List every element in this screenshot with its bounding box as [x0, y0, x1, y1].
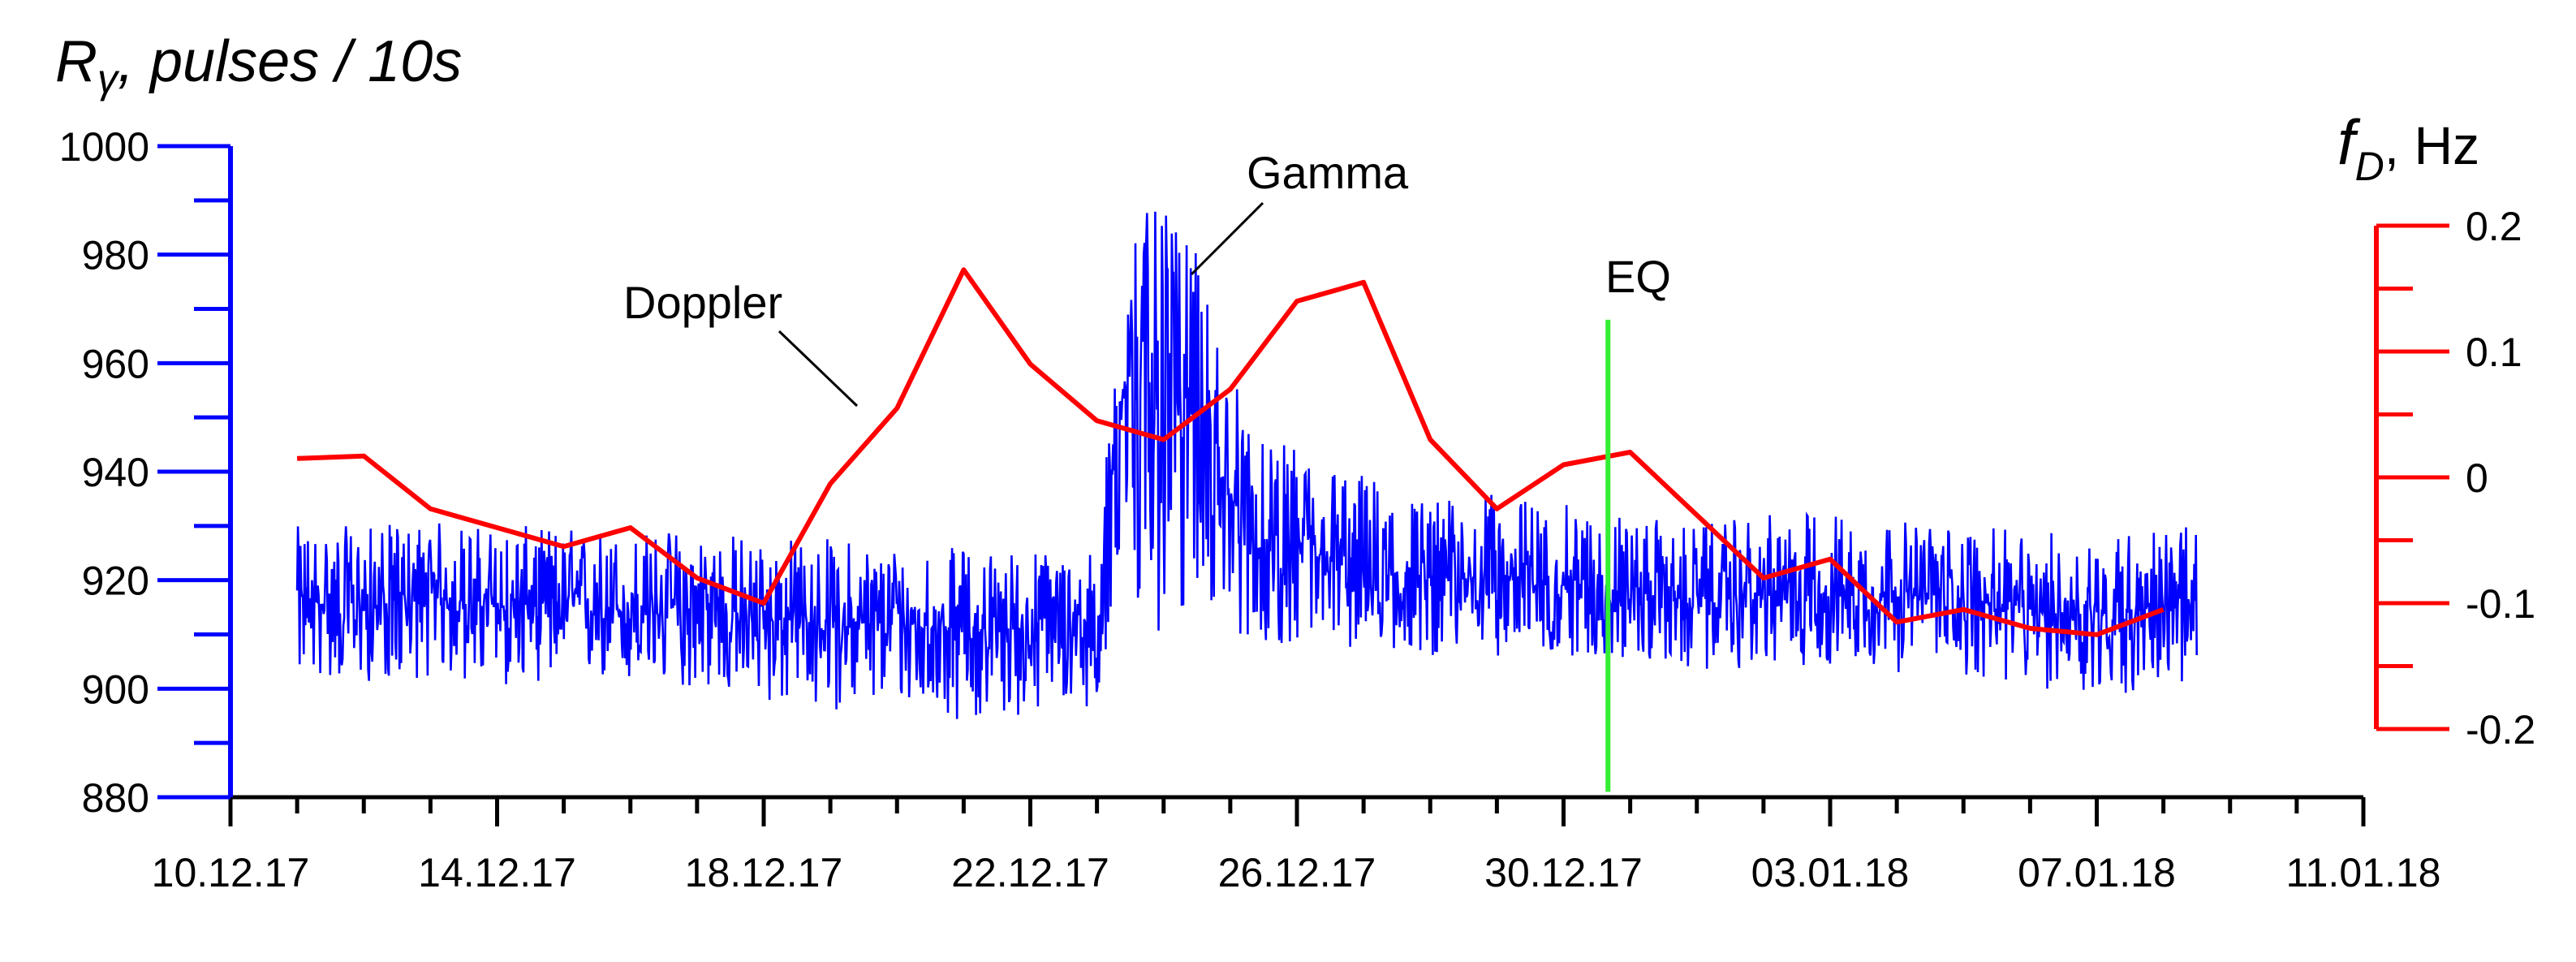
x-tick-label-1: 14.12.17 [418, 850, 576, 895]
left-tick-label-1: 900 [82, 666, 149, 712]
x-tick-label-2: 18.12.17 [685, 850, 843, 895]
doppler-annotation: Doppler [623, 277, 782, 328]
axis-titles: Rγ, pulses / 10s fD, Hz [55, 29, 2479, 189]
x-tick-label-0: 10.12.17 [152, 850, 310, 895]
left-tick-label-2: 920 [82, 559, 149, 604]
left-tick-label-6: 1000 [59, 124, 149, 170]
gamma-series [295, 211, 2198, 719]
left-tick-label-4: 960 [82, 341, 149, 386]
gamma-annotation: Gamma [1247, 147, 1409, 198]
x-tick-label-4: 26.12.17 [1218, 850, 1376, 895]
right-tick-label-1: -0.1 [2466, 581, 2535, 627]
left-axis-title: Rγ, pulses / 10s [55, 29, 462, 101]
x-tick-label-6: 03.01.18 [1751, 850, 1910, 895]
x-tick-label-8: 11.01.18 [2286, 850, 2441, 895]
left-tick-label-5: 980 [82, 233, 149, 278]
left-tick-label-3: 940 [82, 450, 149, 495]
doppler-pointer [778, 330, 859, 408]
annotations: Doppler Gamma EQ [623, 147, 1671, 792]
x-tick-label-7: 07.01.18 [2018, 850, 2176, 895]
left-tick-label-0: 880 [82, 775, 149, 821]
right-axis-title: fD, Hz [2337, 106, 2479, 189]
eq-annotation: EQ [1605, 251, 1671, 302]
gamma-trace [295, 211, 2198, 719]
doppler-series [296, 267, 2165, 637]
x-tick-label-3: 22.12.17 [951, 850, 1109, 895]
right-tick-label-4: 0.2 [2466, 204, 2522, 249]
right-tick-label-3: 0.1 [2466, 330, 2522, 375]
right-tick-label-0: -0.2 [2466, 707, 2535, 753]
right-tick-label-2: 0 [2466, 455, 2488, 501]
gamma-pointer [1190, 201, 1264, 276]
axes: 10.12.17 14.12.17 18.12.17 22.12.17 26.12.17… [59, 124, 2535, 895]
x-tick-label-5: 30.12.17 [1484, 850, 1643, 895]
